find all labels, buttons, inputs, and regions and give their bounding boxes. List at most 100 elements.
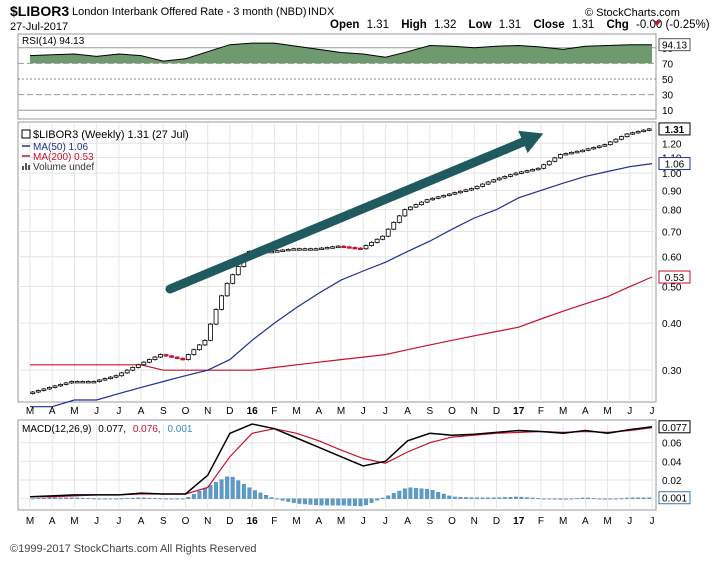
price-candle: [296, 248, 302, 251]
macd-x-axis: M A M J J A S O N D 16 F M A M J J A S O N D 17 F M A M J J: [26, 516, 655, 527]
price-candle: [507, 174, 513, 177]
macd-histogram-bar: [480, 497, 485, 499]
price-candle: [424, 199, 430, 203]
x-axis-label: N: [471, 516, 478, 527]
price-candle: [63, 382, 69, 385]
macd-histogram-bar: [397, 490, 402, 499]
volume-legend-icon: [22, 163, 30, 170]
macd-legend-prefix: MACD(12,26,9): [22, 424, 91, 435]
macd-tick-label: 0.06: [662, 439, 682, 450]
macd-histogram-bar: [180, 498, 185, 500]
price-ma50-badge: 1.06: [665, 160, 685, 171]
macd-histogram-bar: [125, 498, 130, 499]
price-candle: [530, 169, 535, 172]
low-label: Low: [469, 19, 492, 31]
macd-histogram-bar: [619, 498, 624, 500]
macd-histogram-bar: [75, 497, 80, 499]
macd-histogram-bar: [491, 497, 496, 499]
rsi-line: [29, 42, 652, 62]
price-candle: [646, 128, 652, 131]
price-y-axis: 1.201.101.000.900.800.700.600.500.400.30…: [658, 122, 691, 377]
price-candle: [85, 381, 91, 384]
macd-histogram-bar: [386, 495, 391, 499]
macd-histogram-bar: [175, 498, 180, 500]
macd-histogram-bar: [330, 498, 335, 506]
macd-gridlines: [18, 424, 656, 508]
ohlc-summary: Open 1.31 High 1.32 Low 1.31 Close 1.31 …: [330, 19, 710, 31]
price-candle: [147, 359, 152, 363]
price-tick-label: 1.20: [662, 139, 682, 150]
price-candle: [463, 189, 469, 192]
price-plot: [30, 127, 653, 408]
rsi-tick-label: 70: [662, 59, 674, 70]
macd-histogram-bar: [458, 496, 463, 499]
price-candle: [391, 221, 397, 230]
price-ma200-badge-box: [658, 270, 691, 284]
price-candle: [280, 249, 286, 252]
x-axis-label: A: [582, 516, 589, 527]
macd-histogram-bar: [364, 498, 368, 506]
price-candle: [435, 196, 441, 199]
high-label: High: [401, 19, 427, 31]
macd-histogram-bar: [164, 498, 169, 500]
macd-histogram-bar: [358, 498, 363, 507]
price-candle: [235, 266, 241, 276]
price-candle: [285, 248, 291, 252]
x-axis-label: A: [404, 406, 411, 417]
price-candle: [502, 176, 508, 179]
x-axis-label: J: [94, 406, 99, 417]
price-candle: [513, 172, 519, 176]
ma200-line: [30, 276, 653, 371]
x-axis-label: J: [361, 516, 366, 527]
macd-histogram-bar: [502, 497, 507, 499]
rsi-overbought-fill: [30, 43, 652, 64]
x-axis-label: F: [538, 516, 544, 527]
price-candle: [52, 385, 58, 388]
price-candle: [557, 154, 563, 159]
price-candle: [308, 248, 313, 251]
x-axis-label: M: [603, 516, 611, 527]
macd-histogram-bar: [236, 480, 241, 499]
price-legend-main: $LIBOR3 (Weekly) 1.31 (27 Jul): [33, 129, 189, 141]
price-candle: [607, 141, 613, 146]
macd-histogram-bar: [319, 498, 324, 506]
price-candle: [580, 149, 585, 153]
price-close-badge: 1.31: [665, 125, 685, 136]
x-axis-label: M: [559, 406, 567, 417]
macd-histogram-bar: [130, 497, 135, 499]
macd-histogram-bar: [241, 483, 246, 499]
macd-histogram-bar: [402, 488, 407, 499]
macd-histogram-bar: [286, 498, 291, 502]
x-axis-label: M: [292, 406, 300, 417]
price-candle: [113, 375, 119, 378]
branding: © StockCharts.com: [585, 7, 680, 19]
price-candle: [163, 354, 169, 357]
macd-histogram-bar: [197, 490, 202, 499]
macd-histogram-bar: [452, 496, 457, 499]
macd-histogram-bar: [280, 498, 285, 501]
price-candle: [313, 248, 319, 251]
macd-value-badge: 0.077: [662, 423, 687, 434]
price-candle: [91, 381, 97, 384]
macd-histogram-bar: [30, 498, 35, 500]
x-axis-label: F: [271, 516, 277, 527]
price-candle: [202, 339, 208, 346]
macd-histogram-bar: [41, 497, 46, 499]
price-ma200-badge: 0.53: [665, 273, 685, 284]
macd-histogram-badge: 0.001: [662, 494, 687, 505]
rsi-plot: [29, 42, 652, 64]
price-candle: [441, 195, 447, 198]
price-candle: [374, 238, 380, 243]
close-label: Close: [533, 19, 564, 31]
macd-histogram-bar: [58, 497, 63, 499]
macd-histogram-bar: [513, 496, 518, 499]
macd-histogram-bar: [225, 476, 230, 499]
candle-legend-icon: [21, 129, 31, 139]
x-axis-label: F: [271, 406, 277, 417]
macd-histogram-bar: [414, 488, 418, 499]
macd-histogram-bar: [647, 497, 652, 499]
price-candle: [574, 150, 580, 154]
price-candle: [319, 247, 324, 250]
price-candle: [124, 369, 130, 374]
